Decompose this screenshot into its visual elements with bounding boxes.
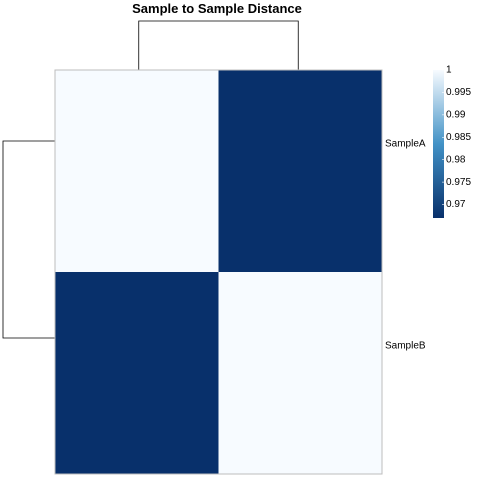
colorbar-tick-label: 0.975 (446, 177, 471, 188)
heatmap-cells (55, 70, 382, 474)
column-dendrogram-branch (138, 20, 299, 70)
heatmap-cell (55, 70, 219, 272)
chart-title: Sample to Sample Distance (132, 1, 302, 16)
row-dendrogram-branch (2, 140, 55, 339)
colorbar-tick-label: 0.99 (446, 109, 466, 120)
heatmap-cell (55, 272, 219, 474)
colorbar-tick-label: 1 (446, 65, 452, 76)
row-label: SampleB (385, 341, 426, 352)
colorbar: 1 0.995 0.99 0.985 0.98 0.975 0.97 (433, 65, 471, 218)
row-dendrogram (2, 140, 55, 339)
column-dendrogram (138, 20, 299, 70)
colorbar-tick-label: 0.97 (446, 199, 466, 210)
heatmap-border (54, 69, 383, 475)
colorbar-tick-label: 0.985 (446, 132, 471, 143)
colorbar-tick-label: 0.995 (446, 87, 471, 98)
heatmap-cell (218, 70, 382, 272)
row-label: SampleA (385, 139, 426, 150)
colorbar-tick-label: 0.98 (446, 154, 466, 165)
heatmap-cell (218, 272, 382, 474)
row-labels: SampleA SampleB (385, 139, 426, 352)
colorbar-gradient (433, 70, 444, 218)
